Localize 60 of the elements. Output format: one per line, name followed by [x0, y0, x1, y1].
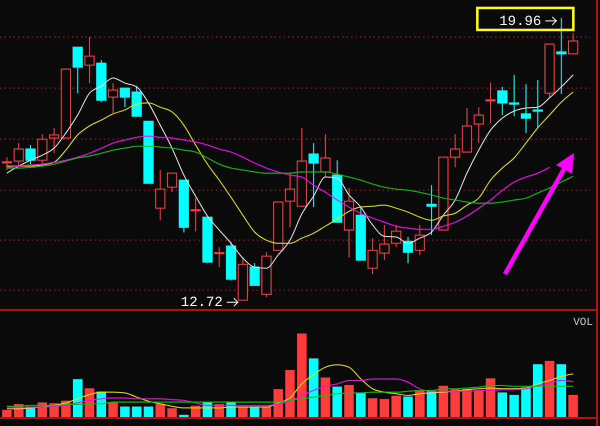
- candlestick: [190, 198, 201, 232]
- candlestick: [568, 32, 578, 55]
- bar: [521, 387, 531, 418]
- bar: [156, 404, 165, 418]
- bar: [462, 389, 472, 418]
- bar: [532, 364, 542, 418]
- bar: [391, 396, 401, 418]
- bar: [486, 378, 496, 418]
- candlestick: [308, 142, 319, 208]
- candlestick: [108, 82, 118, 114]
- bar: [190, 406, 200, 418]
- bar: [2, 410, 12, 418]
- bar: [297, 334, 307, 418]
- candlestick: [556, 17, 566, 94]
- bar: [344, 384, 354, 418]
- bar: [120, 406, 130, 418]
- candlestick: [474, 106, 484, 144]
- bar: [356, 392, 366, 418]
- candlestick: [37, 134, 48, 166]
- text: VOL: [573, 317, 593, 329]
- annotation: 19.96: [499, 14, 542, 30]
- bar: [380, 399, 390, 418]
- bar: [403, 396, 413, 418]
- candlestick: [25, 144, 36, 165]
- candlestick: [72, 46, 83, 94]
- bar: [332, 386, 342, 418]
- candlestick: [84, 36, 95, 84]
- bar: [509, 394, 519, 418]
- candlestick: [520, 84, 532, 134]
- bar: [426, 390, 436, 418]
- bar: [132, 406, 142, 418]
- bar: [415, 390, 424, 418]
- bar: [144, 406, 154, 418]
- candlestick: [320, 134, 330, 178]
- bar: [568, 394, 578, 418]
- bar: [320, 377, 330, 418]
- candlestick: [166, 172, 178, 193]
- bar: [167, 408, 177, 418]
- bar: [498, 392, 508, 418]
- candlestick: [14, 142, 24, 168]
- candlestick: [532, 79, 543, 128]
- annotation: 12.72: [180, 295, 223, 312]
- candlestick: [2, 156, 12, 170]
- bar: [273, 389, 283, 418]
- candlestick: [155, 169, 166, 221]
- candlestick: [367, 238, 378, 275]
- bar: [438, 386, 448, 418]
- bar: [544, 360, 554, 418]
- candlestick: [48, 127, 60, 154]
- bar: [450, 389, 460, 418]
- candlestick: [214, 246, 224, 268]
- candlestick: [485, 82, 496, 124]
- bar: [72, 379, 82, 418]
- candlestick: [414, 224, 425, 256]
- bar: [308, 358, 318, 418]
- bar: [556, 364, 566, 418]
- bar: [108, 402, 118, 418]
- bar: [368, 398, 378, 418]
- candlestick: [250, 262, 260, 286]
- bar: [474, 390, 484, 418]
